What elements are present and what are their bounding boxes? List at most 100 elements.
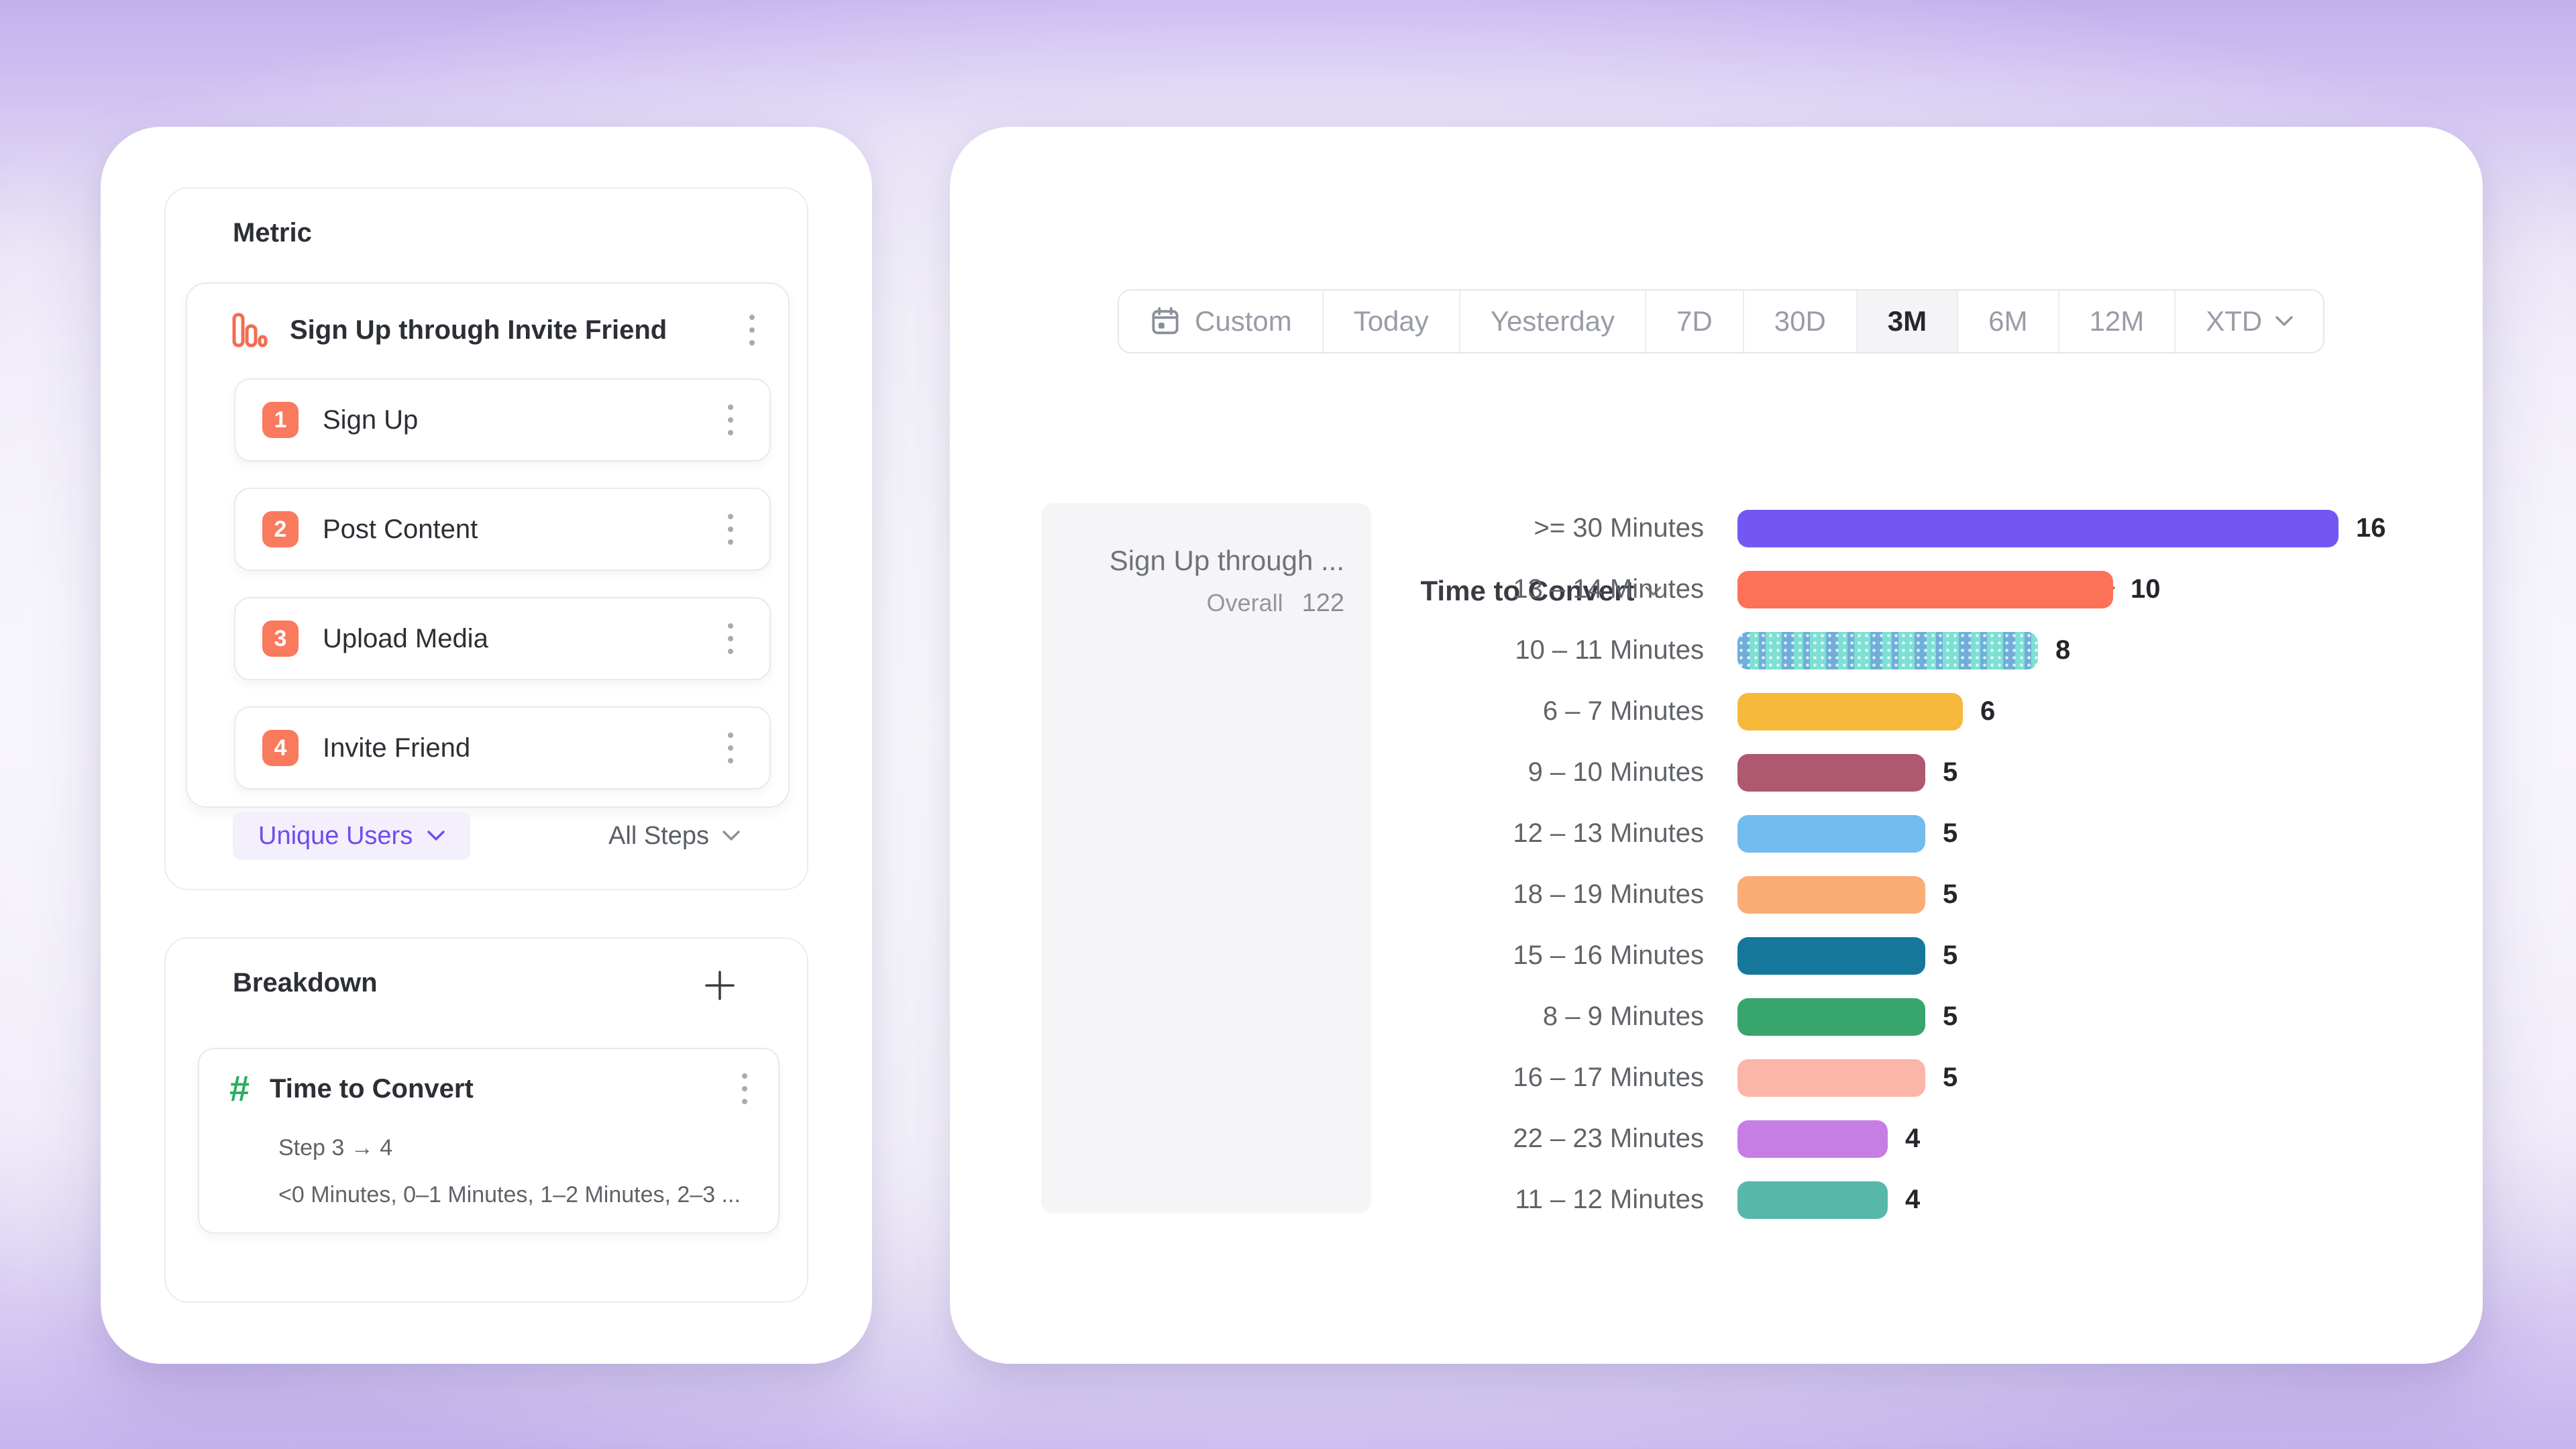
- bucket-label: 9 – 10 Minutes: [1527, 757, 1704, 787]
- value-bar[interactable]: [1737, 570, 2113, 608]
- bar-value-label: 10: [2131, 574, 2161, 604]
- step-event-name: Upload Media: [323, 623, 488, 653]
- date-range-option-label: XTD: [2206, 305, 2263, 337]
- metric-section-title: Metric: [233, 218, 312, 248]
- step-event-name: Sign Up: [323, 405, 419, 435]
- step-menu-button[interactable]: [721, 398, 740, 442]
- chart-row: 11 – 12 Minutes 4: [950, 1169, 2456, 1230]
- date-range-option-7d[interactable]: 7D: [1646, 290, 1744, 352]
- value-bar[interactable]: [1737, 631, 2038, 669]
- step-menu-button[interactable]: [721, 507, 740, 551]
- chart-row: 8 – 9 Minutes 5: [950, 986, 2456, 1047]
- date-range-option-label: 3M: [1887, 305, 1927, 337]
- counting-method-selector[interactable]: Unique Users: [233, 812, 471, 860]
- date-range-option-label: Custom: [1195, 305, 1292, 337]
- overall-value: 122: [1301, 589, 1344, 617]
- chart-row: 22 – 23 Minutes 4: [950, 1108, 2456, 1169]
- date-range-option-xtd[interactable]: XTD: [2176, 290, 2323, 352]
- date-range-option-30d[interactable]: 30D: [1744, 290, 1858, 352]
- value-bar[interactable]: [1737, 1059, 1925, 1097]
- column-header-time-to-convert[interactable]: Time to Convert: [1421, 575, 1662, 607]
- chevron-down-icon: [1645, 586, 1662, 596]
- value-bar[interactable]: [1737, 1181, 1888, 1219]
- bucket-label: 10 – 11 Minutes: [1515, 635, 1704, 665]
- chart-row: 9 – 10 Minutes 5: [950, 742, 2456, 803]
- bucket-label: 22 – 23 Minutes: [1513, 1124, 1704, 1153]
- date-range-option-label: 7D: [1676, 305, 1713, 337]
- step-menu-button[interactable]: [721, 726, 740, 770]
- breakdown-buckets-preview: <0 Minutes, 0–1 Minutes, 1–2 Minutes, 2–…: [278, 1182, 741, 1208]
- bucket-label: 8 – 9 Minutes: [1542, 1002, 1704, 1031]
- date-range-option-label: Yesterday: [1490, 305, 1615, 337]
- numeric-property-icon: #: [229, 1069, 250, 1109]
- funnel-step-3[interactable]: 3 Upload Media: [234, 597, 771, 680]
- bar-value-label: 5: [1943, 818, 1958, 848]
- date-range-option-label: Today: [1353, 305, 1429, 337]
- funnel-step-1[interactable]: 1 Sign Up: [234, 378, 771, 462]
- overall-label: Overall: [1206, 589, 1283, 616]
- bar-value-label: 4: [1905, 1185, 1921, 1214]
- chevron-down-icon: [2275, 316, 2293, 326]
- date-range-option-3m[interactable]: 3M: [1857, 290, 1959, 352]
- bucket-label: 16 – 17 Minutes: [1513, 1063, 1704, 1092]
- funnel-metric-header[interactable]: Sign Up through Invite Friend: [231, 303, 761, 358]
- bar-chart: >= 30 Minutes 16 13 – 14 Minutes 10 10 – 11 …: [950, 498, 2456, 1230]
- date-range-option-today[interactable]: Today: [1324, 290, 1460, 352]
- value-bar[interactable]: [1737, 936, 1925, 975]
- value-bar[interactable]: [1737, 814, 1925, 853]
- bucket-label: 13 – 14 Minutes: [1513, 574, 1704, 604]
- bar-value-label: 5: [1943, 757, 1958, 787]
- breakdown-property-name: Time to Convert: [270, 1073, 474, 1104]
- date-range-option-custom[interactable]: Custom: [1119, 290, 1324, 352]
- step-event-name: Post Content: [323, 514, 478, 544]
- date-range-option-yesterday[interactable]: Yesterday: [1460, 290, 1647, 352]
- value-bar[interactable]: [1737, 998, 1925, 1036]
- value-bar[interactable]: [1737, 692, 1963, 731]
- counting-method-label: Unique Users: [258, 821, 413, 850]
- chart-row: 18 – 19 Minutes 5: [950, 864, 2456, 925]
- funnel-chart-icon: [231, 311, 268, 349]
- step-menu-button[interactable]: [721, 616, 740, 661]
- step-event-name: Invite Friend: [323, 733, 471, 763]
- value-bar[interactable]: [1737, 1120, 1888, 1158]
- bucket-label: >= 30 Minutes: [1534, 513, 1705, 543]
- funnel-metric-name: Sign Up through Invite Friend: [290, 315, 667, 345]
- funnel-step-4[interactable]: 4 Invite Friend: [234, 706, 771, 790]
- funnel-metric-card[interactable]: Sign Up through Invite Friend 1 Sign Up 2 P…: [186, 282, 790, 808]
- bucket-label: 6 – 7 Minutes: [1542, 696, 1704, 726]
- bar-value-label: 5: [1943, 879, 1958, 909]
- chart-row: 10 – 11 Minutes 8: [950, 620, 2456, 681]
- chart-row: 12 – 13 Minutes 5: [950, 803, 2456, 864]
- bar-value-label: 6: [1980, 696, 1996, 726]
- chart-row: 16 – 17 Minutes 5: [950, 1047, 2456, 1108]
- bucket-label: 18 – 19 Minutes: [1513, 879, 1704, 909]
- bar-value-label: 8: [2055, 635, 2071, 665]
- chart-row: 6 – 7 Minutes 6: [950, 681, 2456, 742]
- value-bar[interactable]: [1737, 875, 1925, 914]
- date-range-option-label: 30D: [1774, 305, 1826, 337]
- add-breakdown-button[interactable]: [700, 965, 740, 1006]
- steps-scope-selector[interactable]: All Steps: [608, 812, 740, 860]
- bar-value-label: 4: [1905, 1124, 1921, 1153]
- breakdown-menu-button[interactable]: [735, 1067, 754, 1111]
- breakdown-property-card[interactable]: # Time to Convert Step 3 → 4 <0 Minutes,…: [198, 1048, 780, 1234]
- breakdown-step-range: Step 3 → 4: [278, 1135, 393, 1161]
- chart-row: >= 30 Minutes 16: [950, 498, 2456, 559]
- query-builder-card: Metric Sign Up through Invite Friend 1 Si…: [101, 127, 872, 1364]
- funnel-summary-name: Sign Up through ...: [1109, 545, 1344, 576]
- bucket-label: 15 – 16 Minutes: [1513, 941, 1704, 970]
- chart-row: 13 – 14 Minutes 10: [950, 559, 2456, 620]
- bar-value-label: 5: [1943, 1063, 1958, 1092]
- value-bar[interactable]: [1737, 509, 2339, 547]
- calendar-icon: [1152, 307, 1179, 335]
- value-bar[interactable]: [1737, 753, 1925, 792]
- date-range-option-6m[interactable]: 6M: [1958, 290, 2059, 352]
- date-range-option-12m[interactable]: 12M: [2059, 290, 2176, 352]
- funnel-metric-menu-button[interactable]: [743, 308, 761, 352]
- funnel-summary-cell[interactable]: Sign Up through ... Overall 122: [1041, 503, 1371, 1214]
- chevron-down-icon: [722, 830, 740, 841]
- breakdown-section-title: Breakdown: [233, 968, 378, 998]
- funnel-step-2[interactable]: 2 Post Content: [234, 488, 771, 571]
- breakdown-section: Breakdown # Time to Convert Step 3 → 4 <…: [164, 937, 808, 1303]
